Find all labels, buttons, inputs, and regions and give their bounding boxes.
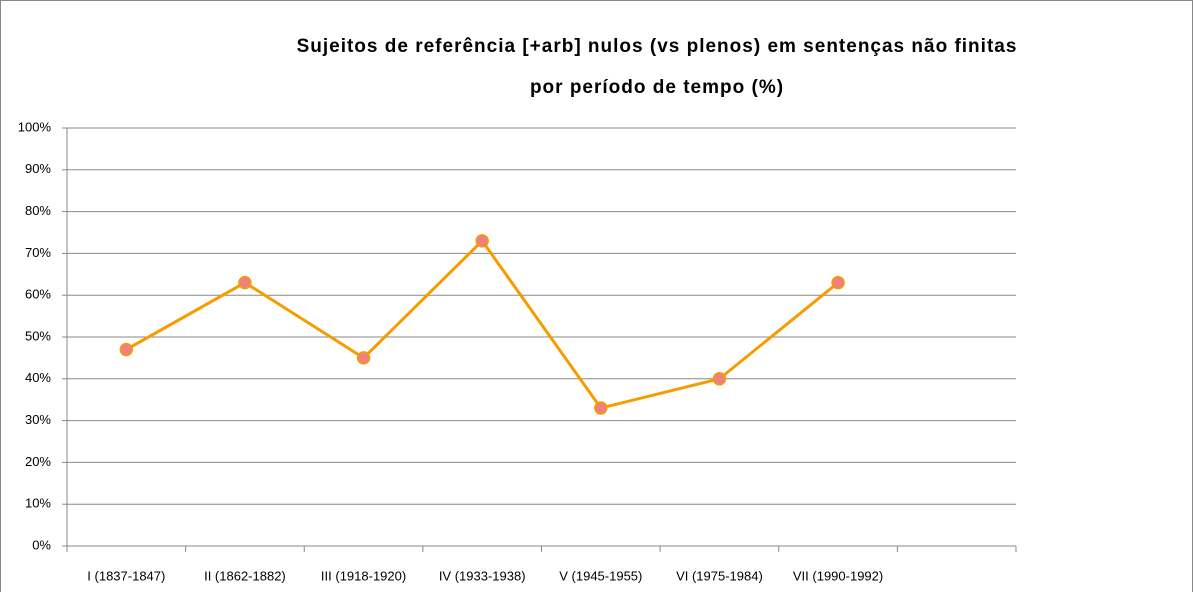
y-tick-label: 60% bbox=[25, 287, 51, 302]
y-tick-label: 90% bbox=[25, 161, 51, 176]
x-tick-label: II (1862-1882) bbox=[204, 568, 286, 583]
y-tick-label: 40% bbox=[25, 370, 51, 385]
y-tick-label: 30% bbox=[25, 412, 51, 427]
marker bbox=[475, 234, 489, 248]
chart-title: por período de tempo (%) bbox=[530, 77, 784, 98]
chart-title: Sujeitos de referência [+arb] nulos (vs … bbox=[297, 36, 1018, 57]
x-tick-label: V (1945-1955) bbox=[559, 568, 642, 583]
marker bbox=[712, 372, 727, 386]
y-tick-label: 100% bbox=[18, 119, 52, 134]
y-tick-label: 20% bbox=[25, 454, 51, 469]
y-tick-label: 0% bbox=[32, 537, 51, 552]
marker bbox=[594, 401, 608, 415]
marker bbox=[238, 275, 252, 290]
x-tick-label: IV (1933-1938) bbox=[439, 568, 526, 583]
marker bbox=[356, 351, 371, 365]
marker bbox=[831, 275, 845, 290]
x-tick-label: VII (1990-1992) bbox=[793, 568, 883, 583]
x-tick-label: VI (1975-1984) bbox=[676, 568, 763, 583]
y-tick-label: 10% bbox=[25, 496, 51, 511]
y-tick-label: 70% bbox=[25, 245, 51, 260]
x-tick-label: III (1918-1920) bbox=[321, 568, 406, 583]
marker bbox=[119, 342, 134, 357]
y-tick-label: 50% bbox=[25, 328, 51, 343]
x-tick-label: I (1837-1847) bbox=[87, 568, 165, 583]
y-tick-label: 80% bbox=[25, 203, 51, 218]
